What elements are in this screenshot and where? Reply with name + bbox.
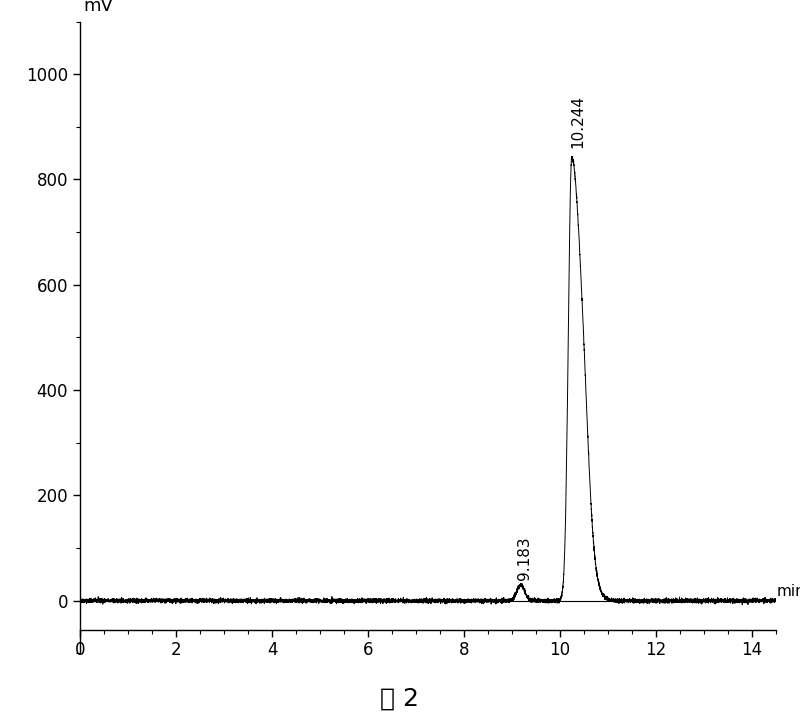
Text: min: min [777, 584, 800, 599]
Text: 9.183: 9.183 [517, 536, 532, 579]
Text: mV: mV [83, 0, 114, 15]
Text: 图 2: 图 2 [381, 687, 419, 711]
Text: 10.244: 10.244 [570, 95, 585, 148]
